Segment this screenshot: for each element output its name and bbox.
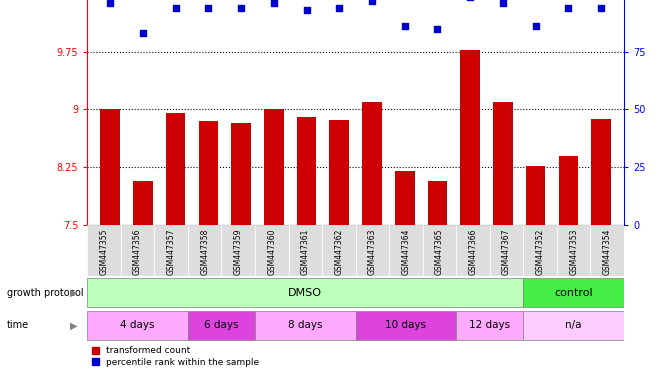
Bar <box>389 225 423 276</box>
Bar <box>493 102 513 225</box>
Text: GSM447355: GSM447355 <box>99 229 109 275</box>
Point <box>203 5 213 11</box>
Text: GSM447353: GSM447353 <box>569 229 578 275</box>
Bar <box>166 113 185 225</box>
Point <box>563 5 574 11</box>
Text: GSM447359: GSM447359 <box>234 229 243 275</box>
Bar <box>289 225 322 276</box>
Bar <box>356 311 456 340</box>
Text: GSM447361: GSM447361 <box>301 229 310 275</box>
Text: GSM447367: GSM447367 <box>502 229 511 275</box>
Bar <box>154 225 188 276</box>
Text: 12 days: 12 days <box>469 320 511 331</box>
Bar <box>87 278 523 308</box>
Text: control: control <box>554 288 593 298</box>
Bar <box>362 102 382 225</box>
Bar <box>523 225 557 276</box>
Point <box>170 5 181 11</box>
Text: 8 days: 8 days <box>288 320 323 331</box>
Bar <box>199 121 218 225</box>
Legend: transformed count, percentile rank within the sample: transformed count, percentile rank withi… <box>92 346 259 367</box>
Text: 6 days: 6 days <box>204 320 239 331</box>
Text: ▶: ▶ <box>70 288 77 298</box>
Text: GSM447352: GSM447352 <box>535 229 545 275</box>
Point <box>268 0 279 7</box>
Point <box>399 23 410 30</box>
Bar <box>460 50 480 225</box>
Point <box>138 30 148 36</box>
Bar <box>395 171 415 225</box>
Bar <box>188 225 221 276</box>
Bar <box>133 181 153 225</box>
Point <box>530 23 541 30</box>
Point <box>498 0 509 7</box>
Bar <box>221 225 255 276</box>
Bar <box>456 225 490 276</box>
Bar <box>590 225 624 276</box>
Point <box>366 0 377 4</box>
Bar <box>255 311 356 340</box>
Bar <box>322 225 356 276</box>
Text: GSM447363: GSM447363 <box>368 229 377 275</box>
Bar <box>591 119 611 225</box>
Text: GSM447360: GSM447360 <box>267 229 276 275</box>
Bar <box>101 109 120 225</box>
Bar <box>490 225 523 276</box>
Text: growth protocol: growth protocol <box>7 288 83 298</box>
Text: GSM447366: GSM447366 <box>468 229 478 275</box>
Text: n/a: n/a <box>566 320 582 331</box>
Text: GSM447365: GSM447365 <box>435 229 444 275</box>
Point <box>334 5 345 11</box>
Bar <box>188 311 255 340</box>
Text: GSM447354: GSM447354 <box>603 229 612 275</box>
Bar <box>523 278 624 308</box>
Bar <box>423 225 456 276</box>
Point <box>105 0 115 7</box>
Bar <box>231 123 251 225</box>
Text: 10 days: 10 days <box>385 320 427 331</box>
Text: GSM447358: GSM447358 <box>200 229 209 275</box>
Text: GSM447356: GSM447356 <box>133 229 142 275</box>
Bar <box>87 311 188 340</box>
Text: ▶: ▶ <box>70 320 77 331</box>
Bar <box>329 120 349 225</box>
Bar <box>427 181 448 225</box>
Bar <box>456 311 523 340</box>
Bar <box>87 225 121 276</box>
Bar <box>356 225 389 276</box>
Text: DMSO: DMSO <box>289 288 322 298</box>
Text: GSM447364: GSM447364 <box>401 229 411 275</box>
Bar <box>121 225 154 276</box>
Bar <box>558 156 578 225</box>
Bar <box>264 109 284 225</box>
Bar <box>255 225 289 276</box>
Text: time: time <box>7 320 29 331</box>
Point <box>432 26 443 32</box>
Bar <box>557 225 590 276</box>
Bar <box>523 311 624 340</box>
Text: GSM447357: GSM447357 <box>166 229 176 275</box>
Bar <box>297 117 316 225</box>
Text: 4 days: 4 days <box>120 320 155 331</box>
Point <box>596 5 607 11</box>
Text: GSM447362: GSM447362 <box>334 229 344 275</box>
Point <box>301 7 312 13</box>
Point <box>236 5 246 11</box>
Bar <box>526 166 546 225</box>
